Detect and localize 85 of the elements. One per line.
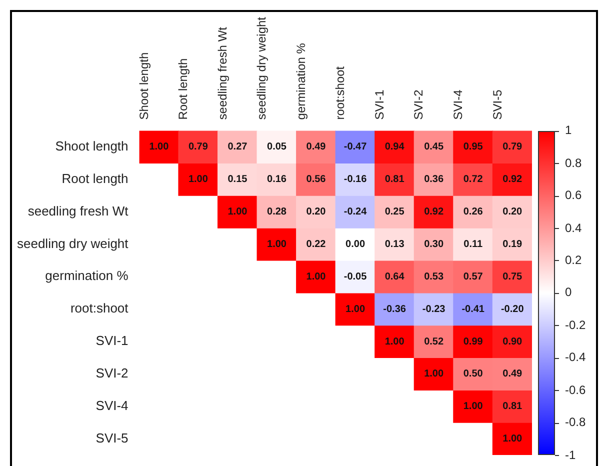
- data-label: 0.79: [188, 142, 208, 153]
- data-label: -0.24: [344, 206, 368, 218]
- data-label: 0.72: [463, 174, 484, 186]
- data-label: 0.57: [463, 271, 484, 282]
- data-label: 0.05: [267, 142, 287, 153]
- data-label: -0.41: [462, 304, 485, 315]
- color-bar-label: 0.6: [565, 188, 582, 202]
- color-bar-label: 0.8: [565, 156, 582, 170]
- y-tick-label: SVI-4: [96, 398, 128, 413]
- data-label: 0.13: [384, 238, 405, 250]
- data-label: 0.00: [346, 238, 366, 250]
- data-label: -0.16: [344, 174, 368, 186]
- data-label: 0.50: [463, 368, 484, 380]
- y-tick-label: SVI-1: [96, 333, 128, 348]
- data-label: 0.75: [502, 271, 523, 282]
- data-label: -0.36: [383, 304, 406, 315]
- data-label: 1.00: [463, 401, 484, 412]
- y-tick-label: seedling dry weight: [16, 236, 129, 251]
- data-label: 0.94: [384, 142, 405, 153]
- data-label: 1.00: [188, 174, 208, 186]
- x-tick-label: SVI-2: [412, 89, 426, 120]
- x-tick-label: Root length: [176, 58, 190, 120]
- color-bar-label: -0.6: [565, 383, 586, 397]
- x-tick-label: seedling dry weight: [254, 16, 269, 120]
- color-bar-label: 0.4: [565, 221, 582, 235]
- data-label: 1.00: [228, 206, 248, 218]
- data-label: 0.64: [384, 271, 405, 282]
- y-tick-label: root:shoot: [70, 300, 129, 316]
- data-label: 0.11: [464, 238, 483, 250]
- data-label: 0.16: [267, 174, 287, 186]
- x-tick-label: SVI-1: [372, 89, 386, 120]
- data-label: 1.00: [267, 238, 287, 250]
- data-label: 0.52: [424, 336, 444, 348]
- x-tick-label: SVI-4: [451, 89, 466, 120]
- y-tick-label: SVI-2: [96, 366, 128, 381]
- data-label: -0.47: [344, 142, 368, 153]
- x-tick-label: root:shoot: [333, 66, 348, 120]
- data-label: 0.53: [424, 271, 444, 282]
- data-label: 0.49: [306, 142, 326, 153]
- data-label: 0.20: [502, 206, 523, 218]
- data-label: 0.56: [306, 174, 326, 186]
- data-label: 0.79: [502, 142, 523, 153]
- color-bar-label: -0.8: [565, 415, 586, 429]
- data-label: 0.99: [463, 336, 484, 348]
- color-bar-label: 0.2: [565, 253, 582, 267]
- data-label: 0.90: [502, 336, 523, 348]
- y-tick-label: germination %: [45, 268, 129, 284]
- data-label: 0.20: [306, 206, 326, 218]
- data-label: 0.19: [502, 238, 523, 250]
- data-label: 1.00: [424, 368, 444, 380]
- x-tick-label: germination %: [294, 42, 308, 120]
- data-label: 0.25: [384, 206, 405, 218]
- data-label: -0.05: [344, 271, 368, 282]
- data-label: 1.00: [384, 336, 405, 348]
- data-label: 1.00: [306, 271, 326, 282]
- color-bar-label: -0.2: [565, 318, 586, 332]
- data-label: -0.20: [500, 304, 524, 315]
- y-tick-label: seedling fresh Wt: [28, 203, 129, 218]
- data-label: 0.92: [424, 206, 444, 218]
- data-label: -0.23: [422, 304, 446, 315]
- y-tick-label: SVI-5: [96, 430, 128, 446]
- data-label: 0.81: [384, 174, 405, 186]
- data-label: 0.81: [502, 401, 523, 412]
- y-tick-label: Root length: [62, 170, 128, 186]
- data-label: 0.36: [424, 174, 444, 186]
- data-label: 1.00: [502, 434, 523, 445]
- data-label: 0.28: [267, 206, 287, 218]
- data-label: 0.30: [424, 238, 444, 250]
- color-bar-label: -0.4: [565, 350, 586, 364]
- color-bar-label: 0: [565, 285, 572, 299]
- data-label: 1.00: [149, 142, 170, 153]
- data-label: 0.45: [424, 142, 444, 153]
- x-tick-label: SVI-5: [490, 89, 504, 120]
- data-label: 0.92: [502, 174, 523, 186]
- color-bar-label: -1: [565, 448, 576, 462]
- data-label: 1.00: [346, 304, 366, 315]
- data-label: 0.22: [306, 238, 326, 250]
- y-tick-label: Shoot length: [55, 138, 128, 154]
- data-label: 0.95: [463, 142, 484, 153]
- color-bar-label: 1: [565, 123, 572, 137]
- x-tick-label: seedling fresh Wt: [215, 26, 230, 120]
- data-label: 0.27: [228, 142, 248, 153]
- data-label: 0.26: [463, 206, 484, 218]
- data-label: 0.49: [502, 368, 523, 380]
- data-label: 0.15: [228, 174, 248, 186]
